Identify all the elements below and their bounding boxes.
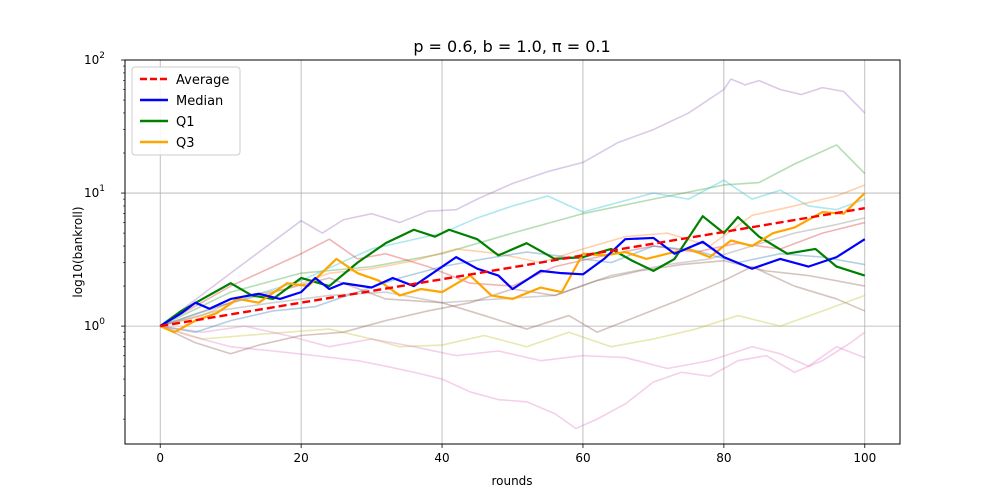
- series-line-q1: [159, 215, 866, 328]
- x-tick-label: 0: [156, 451, 164, 465]
- background-paths: [159, 78, 866, 430]
- y-axis-label: log10(bankroll): [71, 206, 85, 297]
- legend: Average Median Q1 Q3: [131, 66, 241, 156]
- x-tick-label: 20: [293, 451, 308, 465]
- series-line-median: [159, 236, 866, 328]
- sample-path-line: [160, 217, 865, 327]
- sample-path-line: [160, 325, 866, 370]
- legend-label: Q3: [176, 136, 195, 151]
- series-lines: [159, 192, 866, 334]
- series-line-average: [160, 206, 865, 328]
- x-tick-label: 100: [853, 451, 876, 465]
- x-tick-label: 80: [716, 451, 731, 465]
- legend-label: Q1: [176, 115, 195, 130]
- legend-label: Median: [176, 94, 223, 109]
- plot-frame: [124, 59, 901, 445]
- sample-path-line: [159, 294, 866, 348]
- sample-path-line: [159, 144, 866, 327]
- x-axis-label: rounds: [491, 474, 532, 488]
- legend-box: [131, 66, 241, 156]
- sample-path-line: [159, 325, 866, 430]
- sample-path-line: [159, 179, 866, 327]
- sample-path-line: [160, 245, 865, 333]
- sample-path-line: [159, 78, 866, 327]
- chart-title: p = 0.6, b = 1.0, π = 0.1: [413, 37, 610, 56]
- sample-path-line: [160, 184, 866, 327]
- x-tick-label: 40: [434, 451, 449, 465]
- legend-label: Average: [176, 73, 229, 88]
- x-tick-label: 60: [575, 451, 590, 465]
